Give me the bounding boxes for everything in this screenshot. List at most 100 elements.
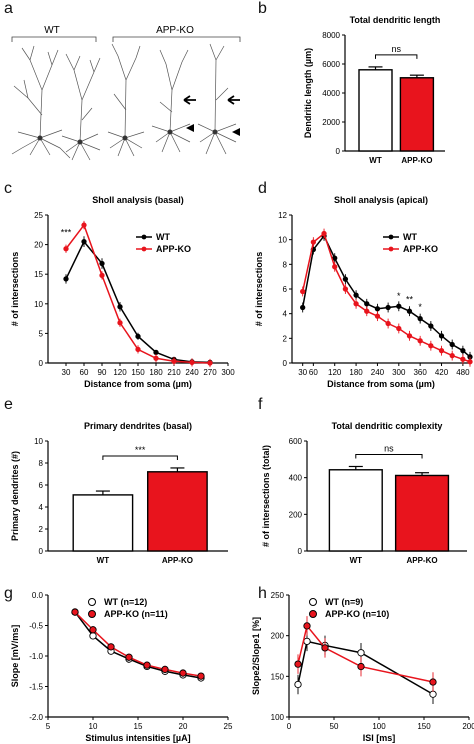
data-point [117,304,123,310]
data-point [143,661,151,669]
legend-marker [88,598,96,606]
y-tick-label: 5 [39,329,44,338]
data-point [396,325,402,332]
legend-label: WT [403,232,417,242]
series-line [301,232,471,363]
chart-total-dendritic-length: 0 2000 4000 6000 8000 WT APP-KO ns Dendritic len… [303,15,445,165]
arrowhead-icon [186,124,194,132]
data-point [374,306,381,312]
significance-bracket [375,54,418,59]
x-axis-label: Distance from soma (µm) [84,379,192,389]
significance-label: ns [391,44,401,54]
data-point [364,301,370,307]
data-point [428,343,434,349]
y-tick-label: -2.0 [29,713,43,722]
data-point [460,356,466,362]
y-tick-label: 10 [278,236,287,245]
neuron-drawings [11,43,237,161]
x-tick-label: 300 [392,368,406,377]
x-tick-label: 210 [167,368,181,377]
x-tick-label: 100 [372,722,386,731]
y-tick-label: 150 [271,672,285,681]
panel-label-h: h [258,585,267,602]
data-point [107,643,115,651]
chart-primary-dendrites: 0 2 4 6 8 10 WT APP-KO *** Primary dendrites (#) P… [10,421,228,565]
y-tick-label: 0 [39,547,44,556]
y-tick-label: 0 [39,359,44,368]
data-point [406,333,413,339]
chart-title: Total dendritic length [350,15,441,25]
data-point [63,276,69,282]
micrograph-panel: WT APP-KO [11,25,241,161]
panel-label-d: d [258,180,267,197]
significance-bracket [355,453,423,459]
panel-label-b: b [258,0,267,17]
data-point [303,637,311,646]
data-point [303,622,311,630]
panel-label-e: e [4,396,13,413]
data-point [161,665,169,674]
y-tick-label: 8 [39,459,44,468]
x-tick-label: 480 [456,368,470,377]
y-tick-label: 2000 [322,118,340,127]
x-tick-label: 60 [309,368,318,377]
data-point [428,323,434,329]
data-point [171,358,177,364]
chart-title: Total dendritic complexity [332,421,443,431]
category-label: APP-KO [401,156,432,165]
y-tick-label: 200 [271,632,285,641]
y-tick-label: -1.5 [29,683,43,692]
legend-marker [388,246,394,252]
y-tick-label: 4000 [322,89,340,98]
x-tick-label: 10 [89,722,98,731]
data-point [81,238,87,245]
bar [72,494,134,552]
data-point [449,341,455,348]
y-tick-label: 20 [34,241,43,250]
data-point [353,292,359,298]
panel-label-f: f [258,396,263,413]
chart-paired-pulse: 100 150 200 250 0 50 100 150 200 Slope2/Slope1 [%… [251,591,474,743]
chart-title: Sholl analysis (basal) [92,195,184,205]
data-point [89,626,97,634]
data-point [417,315,423,322]
x-tick-label: 0 [287,722,292,731]
y-tick-label: 250 [271,591,285,600]
significance-label: ns [384,443,394,453]
series-line [74,611,202,677]
category-label: APP-KO [406,556,437,565]
data-point [125,653,133,661]
data-point [353,301,359,307]
legend-label: APP-KO [403,244,438,254]
x-tick-label: 60 [80,368,89,377]
y-axis-label: # of intersections (total) [261,445,271,547]
data-point [460,348,466,354]
y-axis-label: Slope [mV/ms] [10,625,20,688]
y-axis-label: Primary dendrites (#) [10,451,20,541]
arrow-icon [227,95,240,105]
x-tick-label: 270 [203,368,217,377]
data-point [207,360,213,366]
legend-label: APP-KO (n=11) [104,609,168,619]
x-tick-label: 180 [349,368,363,377]
data-point [300,304,306,311]
x-tick-label: 120 [328,368,342,377]
arrowhead-icon [232,128,240,136]
legend-marker [88,610,96,618]
chart-sholl-basal: 0 5 10 15 20 25 30 60 90 120 150 180 210 240 270 300 # o… [10,195,235,389]
x-tick-label: 240 [371,368,385,377]
y-tick-label: 400 [289,474,303,483]
legend-marker [141,246,147,252]
data-point [396,303,402,309]
chart-total-complexity: 0 200 400 600 WT APP-KO ns # of intersections (… [261,421,467,565]
bar [399,77,435,152]
data-point [357,649,365,657]
y-tick-label: 25 [34,211,43,220]
panel-label-a: a [4,0,13,17]
bar [328,469,383,552]
ko-group-label: APP-KO [156,25,194,36]
data-point [429,690,437,698]
data-point [179,669,187,677]
data-point [189,359,195,366]
data-point [99,272,105,279]
